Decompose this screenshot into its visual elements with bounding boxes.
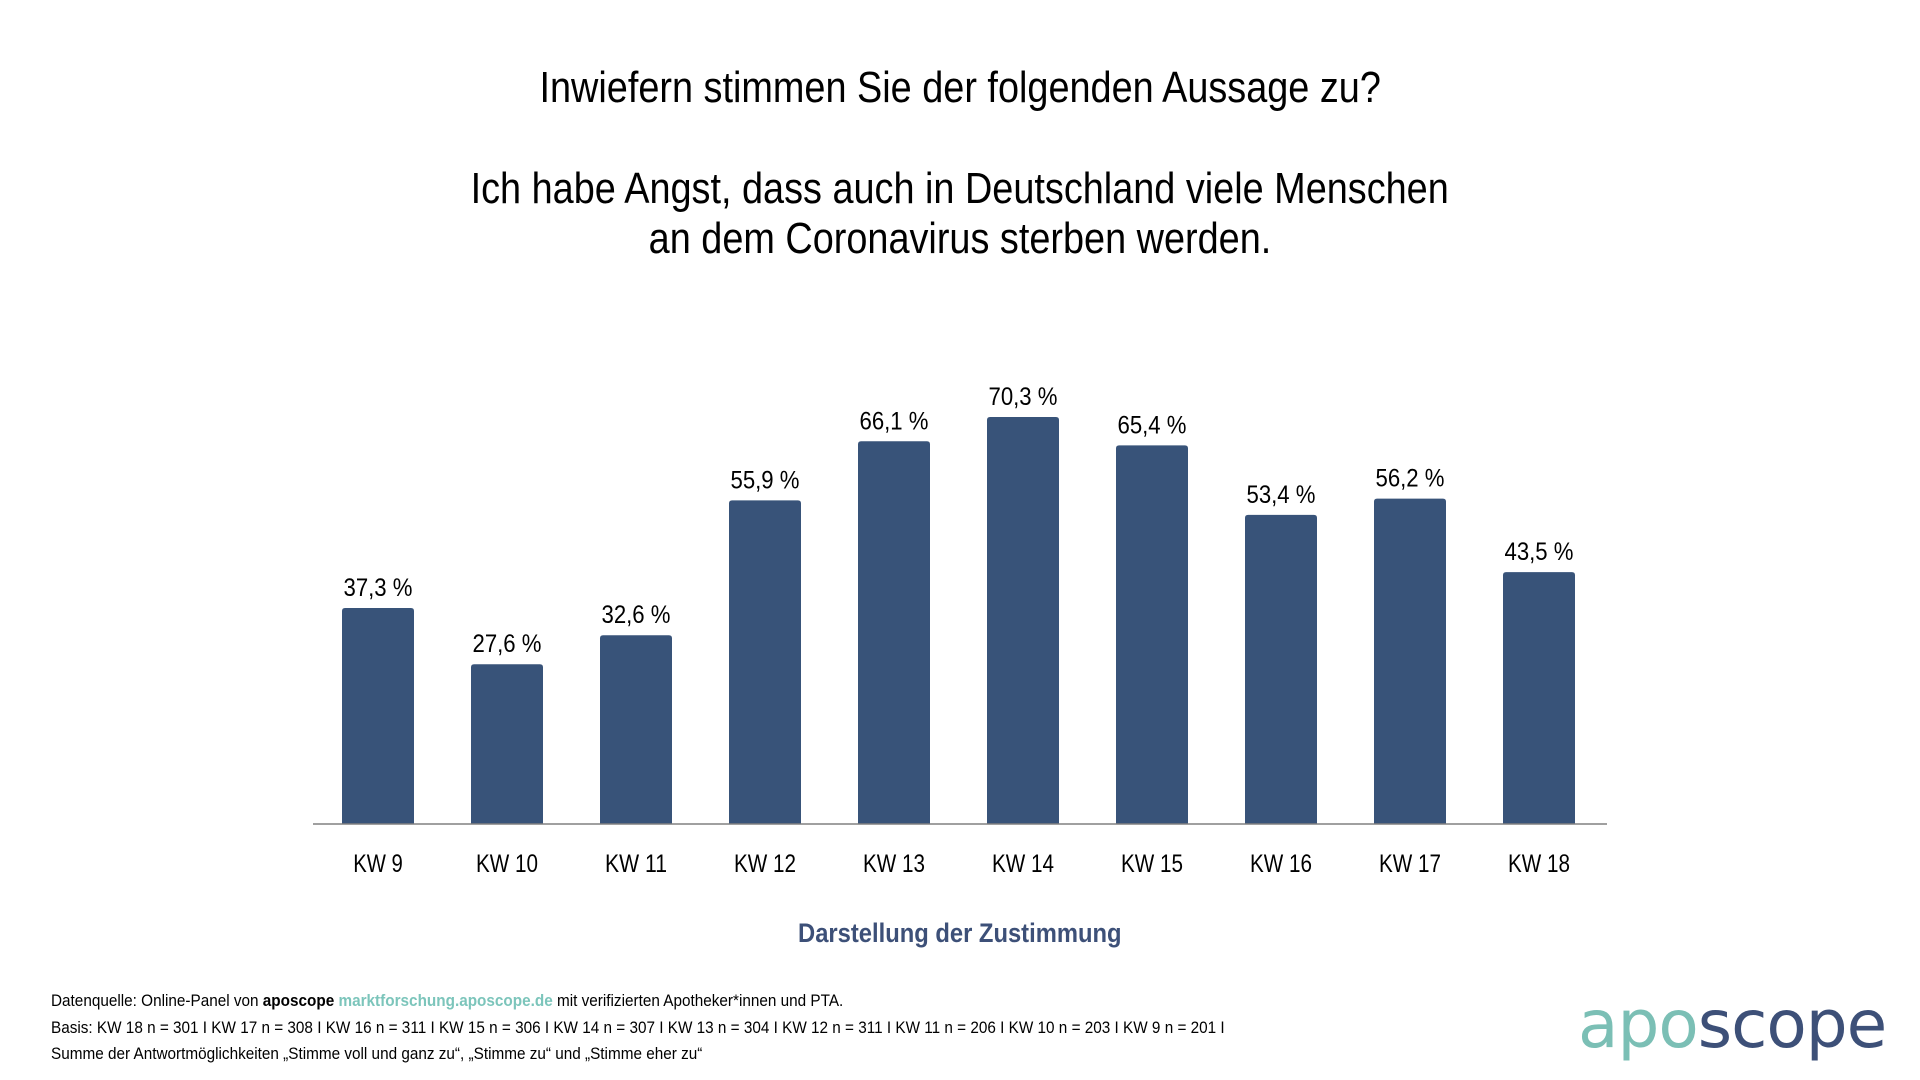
bar-kw-11 [600, 635, 672, 824]
bar-kw-15 [1116, 445, 1188, 824]
value-label: 55,9 % [731, 466, 800, 494]
bar-kw-10 [471, 664, 543, 824]
value-label: 53,4 % [1247, 481, 1316, 509]
value-label: 65,4 % [1118, 411, 1187, 439]
category-label: KW 15 [1121, 850, 1183, 878]
logo-apo: apo [1578, 986, 1699, 1063]
footnote-source-prefix: Datenquelle: Online-Panel von [51, 991, 263, 1010]
category-label: KW 18 [1508, 850, 1570, 878]
category-label: KW 12 [734, 850, 796, 878]
aposcope-logo: aposcope [1578, 990, 1887, 1060]
category-label: KW 16 [1250, 850, 1312, 878]
footnote: Datenquelle: Online-Panel von aposcope m… [51, 988, 1225, 1068]
title-statement-line1: Ich habe Angst, dass auch in Deutschland… [0, 163, 1920, 215]
value-label: 27,6 % [473, 630, 542, 658]
category-label: KW 17 [1379, 850, 1441, 878]
footnote-link[interactable]: marktforschung.aposcope.de [338, 991, 553, 1010]
bar-kw-14 [987, 416, 1059, 824]
x-axis-title: Darstellung der Zustimmung [0, 918, 1920, 949]
footnote-source: Datenquelle: Online-Panel von aposcope m… [51, 988, 1225, 1015]
title-statement-line1-text: Ich habe Angst, dass auch in Deutschland… [470, 164, 1450, 213]
category-label: KW 13 [863, 850, 925, 878]
value-label: 56,2 % [1376, 465, 1445, 493]
footnote-basis: Basis: KW 18 n = 301 I KW 17 n = 308 I K… [51, 1017, 1225, 1037]
bar-kw-9 [342, 608, 414, 824]
logo-scope: scope [1697, 986, 1888, 1063]
value-label: 66,1 % [860, 407, 929, 435]
x-axis-title-text: Darstellung der Zustimmung [798, 918, 1122, 948]
footnote-source-suffix: mit verifizierten Apotheker*innen und PT… [552, 991, 844, 1010]
title-statement-line2: an dem Coronavirus sterben werden. [0, 213, 1920, 265]
category-labels-group: KW 9 KW 10 KW 11 KW 12 KW 13 KW 14 KW 15 KW 16 K… [353, 850, 1570, 878]
category-label: KW 11 [605, 850, 667, 878]
value-label: 37,3 % [344, 574, 413, 602]
category-label: KW 9 [353, 850, 403, 878]
bar-kw-12 [729, 500, 801, 824]
bar-kw-17 [1374, 498, 1446, 824]
bar-kw-16 [1245, 514, 1317, 824]
value-label: 32,6 % [602, 601, 671, 629]
value-label: 70,3 % [989, 383, 1058, 411]
title-statement-line2-text: an dem Coronavirus sterben werden. [648, 214, 1272, 263]
footnote-brand: aposcope [262, 991, 335, 1010]
category-label: KW 10 [476, 850, 538, 878]
title-question-text: Inwiefern stimmen Sie der folgenden Auss… [539, 63, 1381, 112]
footnote-answer-options: Summe der Antwortmöglichkeiten „Stimme v… [51, 1044, 703, 1063]
title-question: Inwiefern stimmen Sie der folgenden Auss… [0, 62, 1920, 114]
bar-kw-18 [1503, 572, 1575, 824]
bar-kw-13 [858, 441, 930, 824]
bars-group [342, 416, 1575, 824]
value-labels-group: 37,3 % 27,6 % 32,6 % 55,9 % 66,1 % 70,3 % 65,4… [344, 383, 1574, 658]
category-label: KW 14 [992, 850, 1054, 878]
value-label: 43,5 % [1505, 538, 1574, 566]
